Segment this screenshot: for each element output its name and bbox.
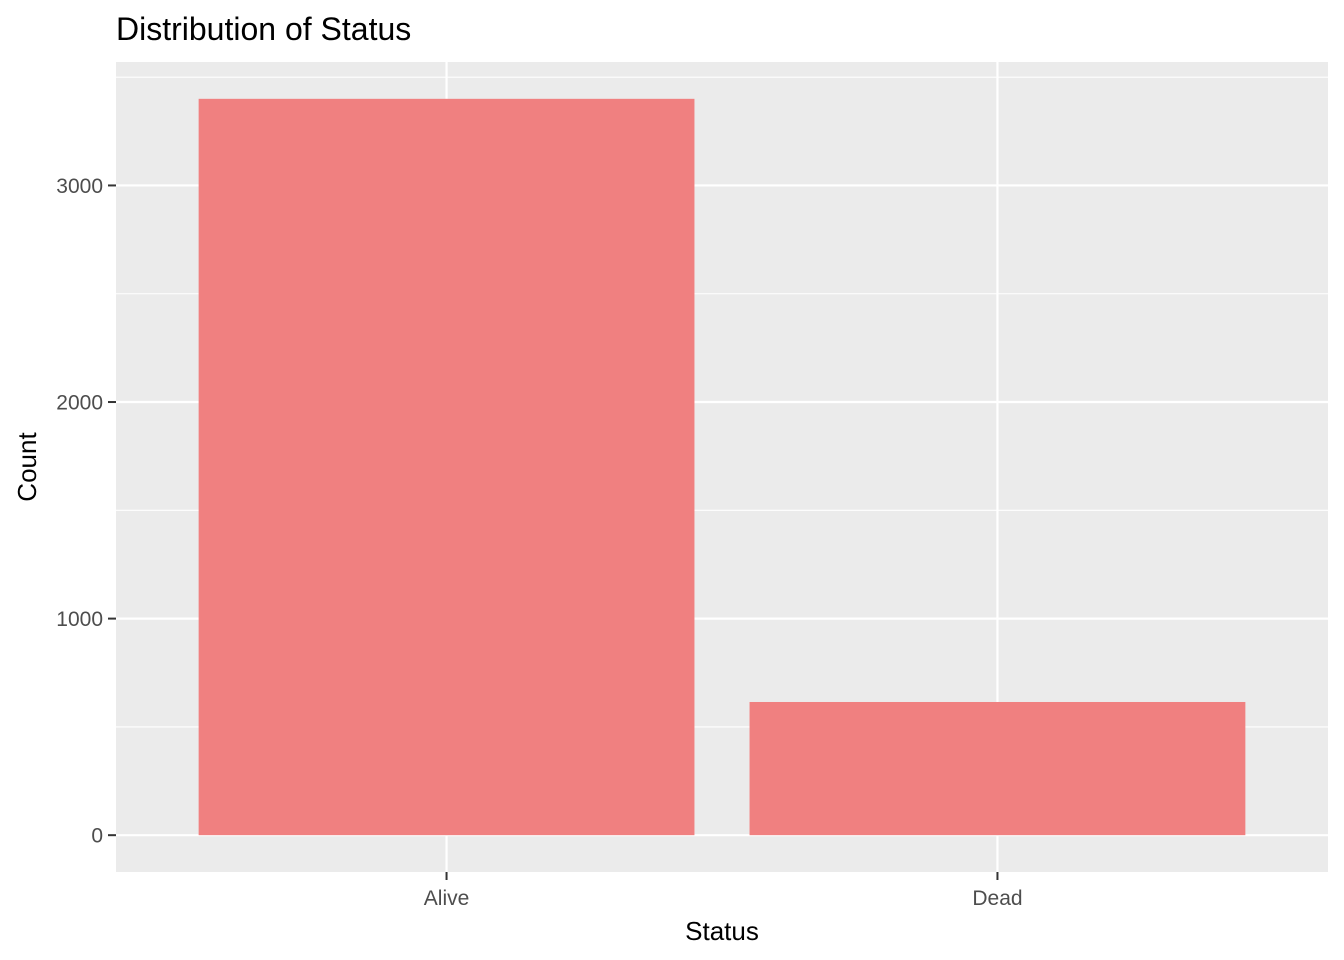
x-tick-label: Dead <box>972 887 1022 910</box>
y-tick-label: 3000 <box>56 175 103 198</box>
y-tick-label: 1000 <box>56 608 103 631</box>
bars <box>198 98 1246 836</box>
x-axis: Alive Dead <box>424 872 1023 910</box>
y-axis: 0 1000 2000 3000 <box>56 175 116 848</box>
chart-title: Distribution of Status <box>116 11 411 47</box>
x-tick-label: Alive <box>424 887 470 910</box>
bar-dead <box>749 701 1246 836</box>
y-tick-label: 0 <box>91 825 103 848</box>
x-axis-title: Status <box>685 916 759 946</box>
y-axis-title: Count <box>12 432 42 502</box>
bar-alive <box>198 98 695 836</box>
y-tick-label: 2000 <box>56 392 103 415</box>
